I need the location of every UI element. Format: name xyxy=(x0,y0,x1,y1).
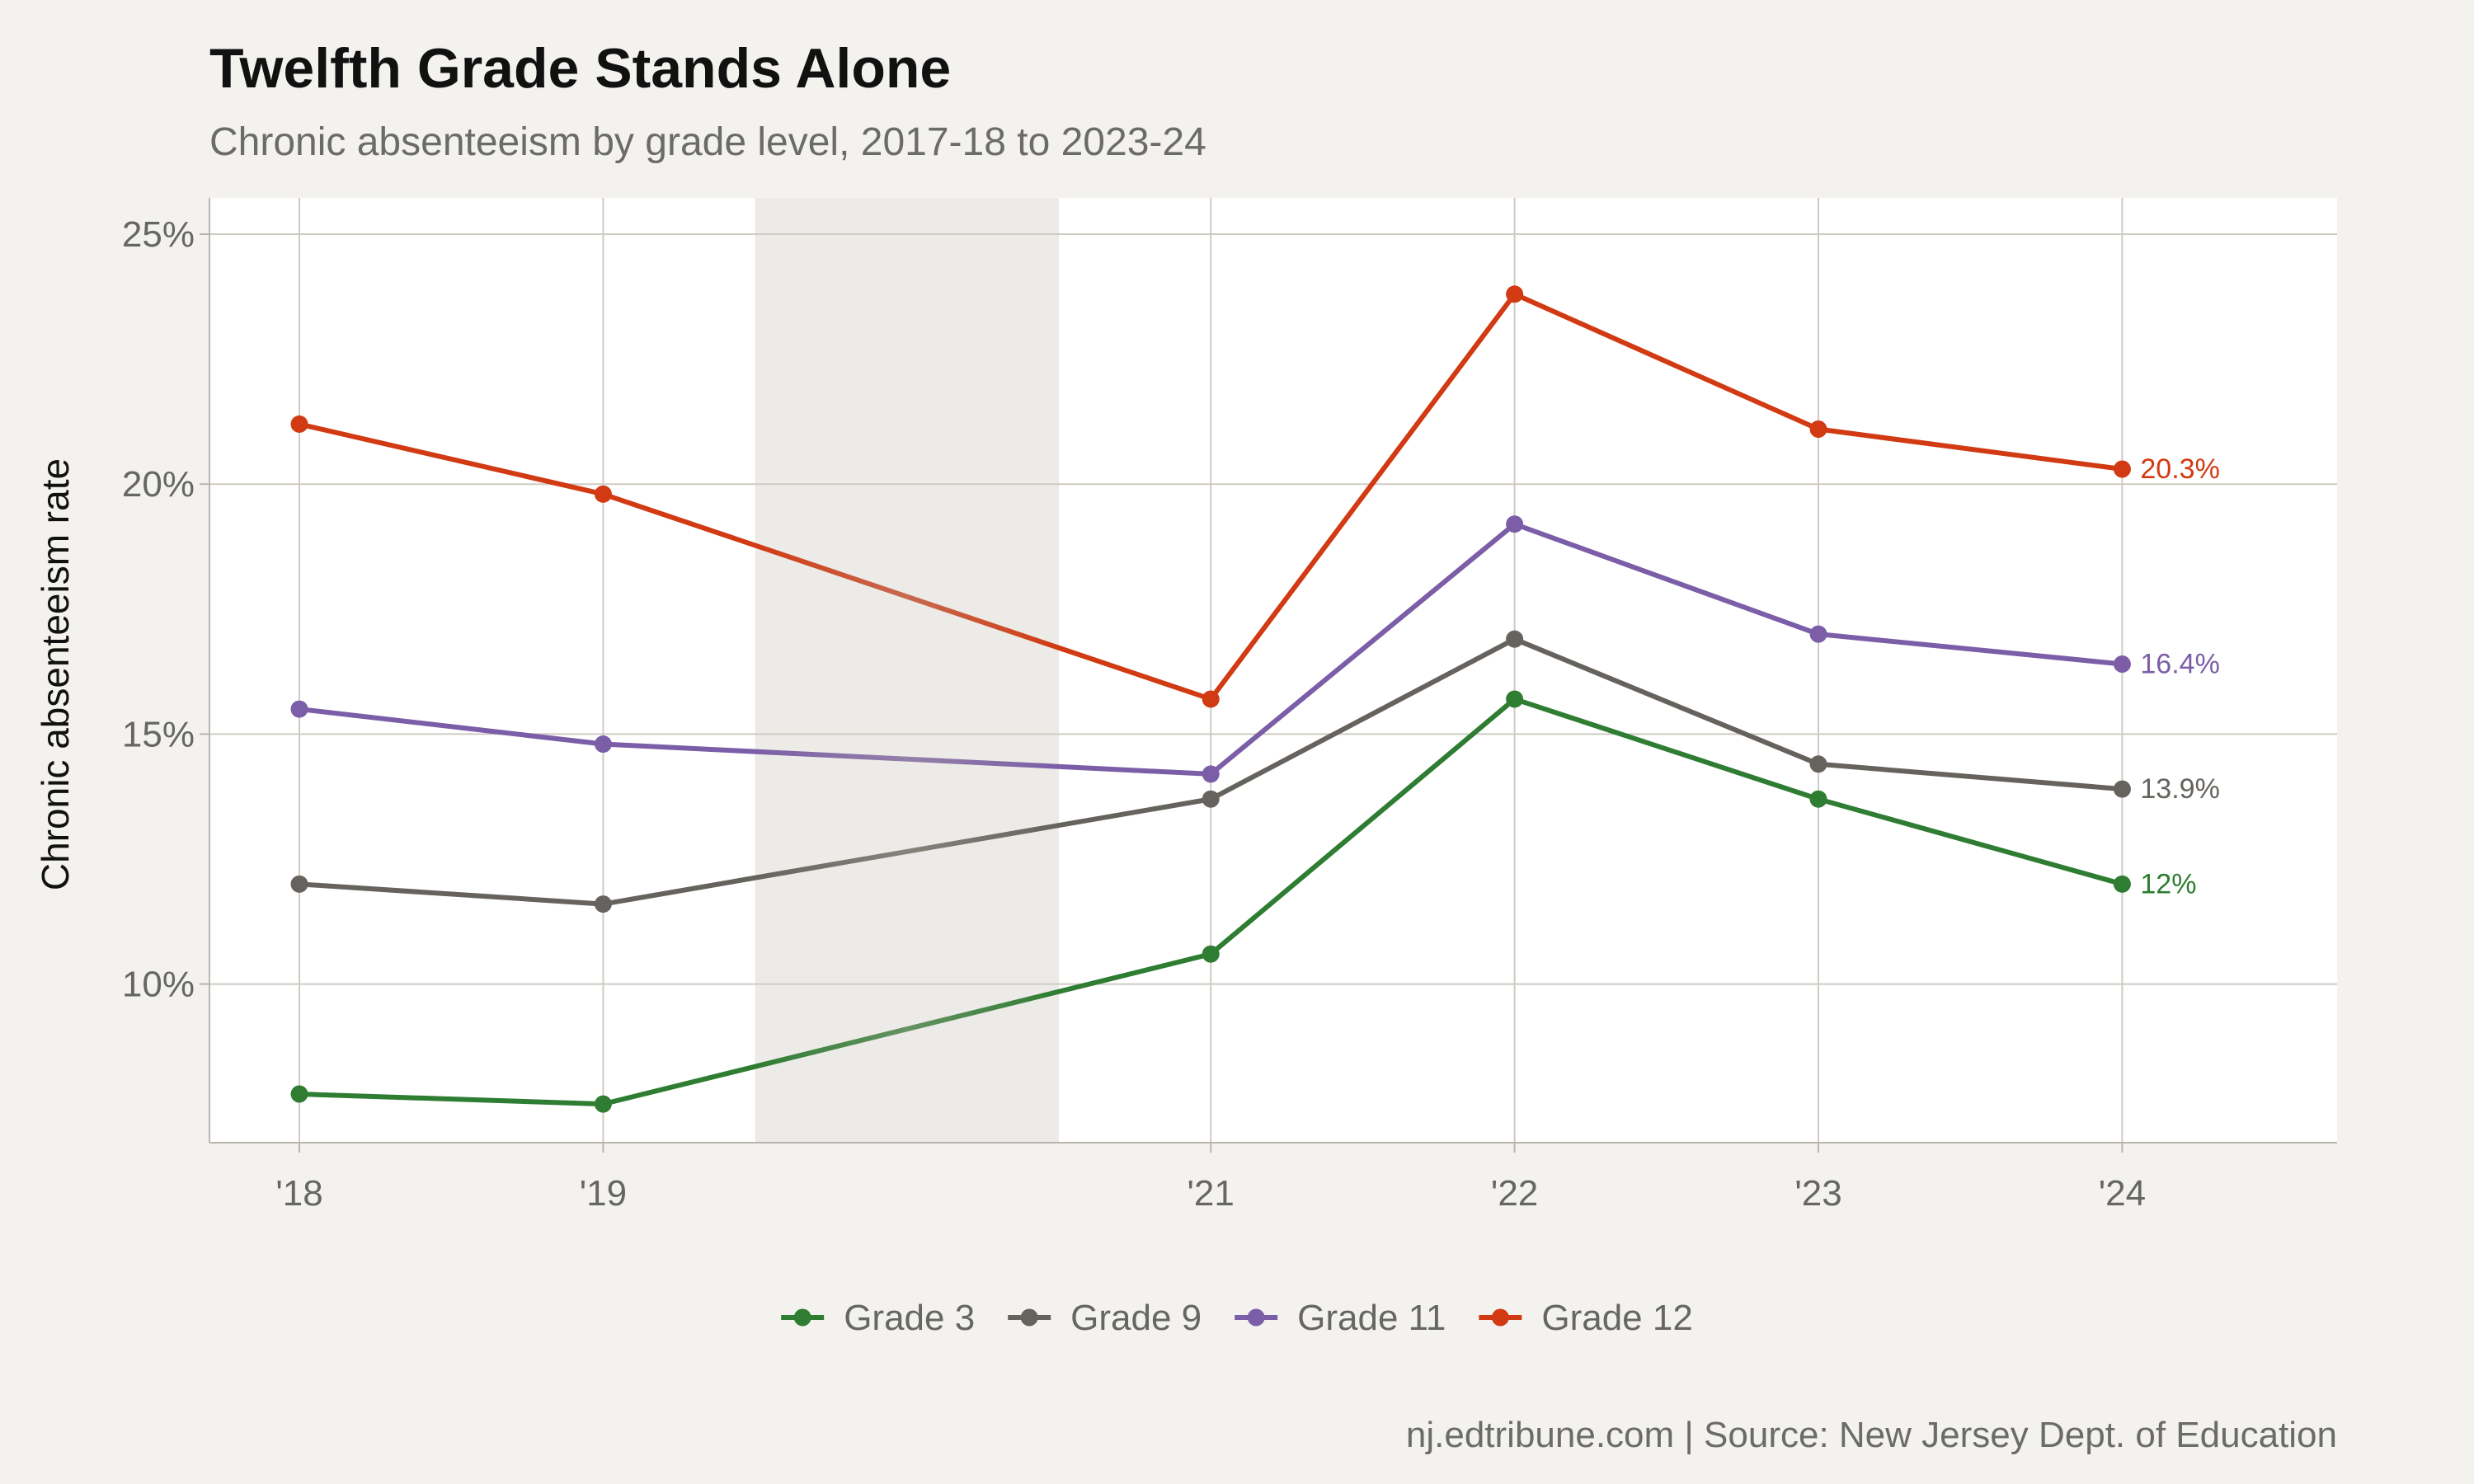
grade-3-point xyxy=(2113,875,2131,893)
grade-12-point xyxy=(1809,420,1827,438)
grade-12-point xyxy=(1202,690,1220,708)
x-tick-label: '18 xyxy=(275,1173,322,1214)
grade-12-line-segment xyxy=(1512,291,1821,432)
grade-9-line-segment xyxy=(1208,636,1517,802)
grade-9-end-label: 13.9% xyxy=(2140,773,2219,805)
grade-11-point xyxy=(290,700,308,718)
grade-12-line-segment xyxy=(1816,426,2125,472)
grade-3-line-segment xyxy=(1208,696,1517,957)
series-lines xyxy=(297,291,2125,1107)
chart-subtitle: Chronic absenteeism by grade level, 2017… xyxy=(209,120,1206,164)
x-tick-label: '19 xyxy=(580,1173,627,1214)
x-tick-label: '23 xyxy=(1794,1173,1841,1214)
grade-12-line-segment xyxy=(1208,291,1517,702)
grade-9-point xyxy=(290,875,308,893)
legend-label: Grade 9 xyxy=(1070,1298,1202,1338)
grade-12-point xyxy=(594,485,612,503)
legend-swatch-point xyxy=(1247,1308,1265,1327)
legend-label: Grade 3 xyxy=(844,1298,975,1338)
legend-label: Grade 12 xyxy=(1541,1298,1692,1338)
grade-9-point xyxy=(2113,780,2131,798)
legend-label: Grade 11 xyxy=(1297,1298,1446,1338)
grade-3-end-label: 12% xyxy=(2140,868,2196,899)
grade-3-point xyxy=(290,1085,308,1103)
y-axis-title: Chronic absenteeism rate xyxy=(34,458,77,890)
y-tick-label: 10% xyxy=(122,965,195,1005)
grade-3-line-segment xyxy=(1512,696,1821,802)
grade-12-end-label: 20.3% xyxy=(2140,453,2219,485)
grade-9-line-segment xyxy=(600,796,1214,907)
grade-11-point xyxy=(1506,515,1524,533)
grade-9-point xyxy=(1202,790,1220,808)
chart-title: Twelfth Grade Stands Alone xyxy=(209,37,952,100)
legend-swatch-point xyxy=(793,1308,811,1327)
grade-11-line-segment xyxy=(1208,521,1517,777)
grade-11-line-segment xyxy=(1816,632,2125,667)
grade-3-point xyxy=(1202,945,1220,963)
x-tick-label: '22 xyxy=(1491,1173,1538,1214)
grade-9-line-segment xyxy=(1816,761,2125,792)
grade-3-line-segment xyxy=(600,951,1214,1107)
grade-9-point xyxy=(1809,755,1827,773)
grade-11-point xyxy=(2113,655,2131,674)
grade-3-line-segment xyxy=(1816,796,2125,887)
legend-item-grade-9: Grade 9 xyxy=(1008,1298,1202,1338)
legend: Grade 3 Grade 9 Grade 11 Grade 12 xyxy=(781,1298,1693,1338)
grade-3-point xyxy=(594,1095,612,1113)
x-tick-label: '24 xyxy=(2099,1173,2146,1214)
grade-9-line-segment xyxy=(297,881,606,907)
plot-background xyxy=(209,198,2337,1143)
grade-12-point xyxy=(1506,285,1524,303)
legend-swatch-point xyxy=(1491,1308,1509,1327)
grade-11-point xyxy=(594,735,612,754)
grade-11-point xyxy=(1809,625,1827,643)
legend-swatch-point xyxy=(1020,1308,1038,1327)
grade-3-point xyxy=(1506,690,1524,708)
grade-9-line-segment xyxy=(1512,636,1821,767)
end-labels: 12% 13.9% 16.4% 20.3% xyxy=(2140,453,2219,899)
y-tick-label: 15% xyxy=(122,714,195,754)
grade-9-point xyxy=(594,895,612,913)
y-tick-label: 20% xyxy=(122,464,195,505)
grade-12-line-segment xyxy=(600,491,1214,702)
legend-item-grade-3: Grade 3 xyxy=(781,1298,975,1338)
grade-12-point xyxy=(290,415,308,433)
pandemic-gap-band xyxy=(755,198,1059,1143)
grade-12-point xyxy=(2113,460,2131,478)
chart-caption: nj.edtribune.com | Source: New Jersey De… xyxy=(1405,1415,2337,1455)
grade-12-line-segment xyxy=(297,421,606,497)
grade-11-point xyxy=(1202,765,1220,783)
legend-item-grade-11: Grade 11 xyxy=(1235,1298,1446,1338)
grade-11-line-segment xyxy=(297,707,606,747)
x-tick-label: '21 xyxy=(1188,1173,1235,1214)
grade-11-line-segment xyxy=(600,741,1214,777)
data-points xyxy=(290,285,2131,1113)
legend-item-grade-12: Grade 12 xyxy=(1479,1298,1693,1338)
grade-3-line-segment xyxy=(297,1092,606,1107)
grade-11-end-label: 16.4% xyxy=(2140,649,2219,680)
grade-3-point xyxy=(1809,790,1827,808)
grade-11-line-segment xyxy=(1512,521,1821,637)
y-tick-label: 25% xyxy=(122,214,195,255)
grade-9-point xyxy=(1506,630,1524,648)
axes: 10% 15% 20% 25% '18 '19 '21 '22 '23 '24 xyxy=(122,198,2337,1214)
